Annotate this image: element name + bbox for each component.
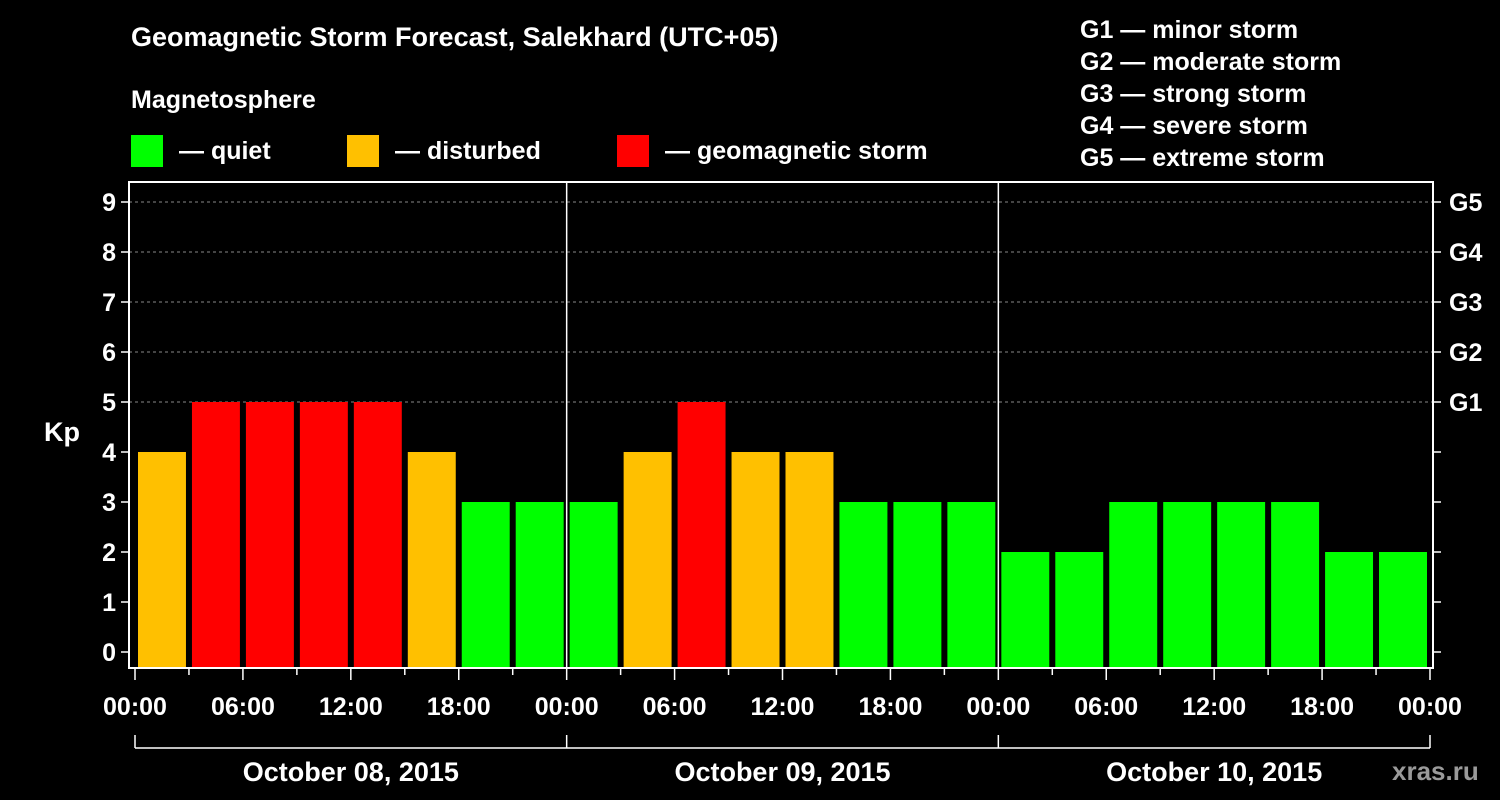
x-tick-label: 00:00 [1398, 693, 1462, 721]
x-tick-label: 12:00 [751, 693, 815, 721]
x-tick-label: 06:00 [1074, 693, 1138, 721]
kp-bar [245, 402, 294, 668]
chart-title: Geomagnetic Storm Forecast, Salekhard (U… [131, 22, 779, 52]
y-tick-label: 9 [102, 189, 116, 217]
g-scale-legend: G1 — minor storm G2 — moderate storm G3 … [1080, 14, 1341, 174]
g-level-label: G1 [1449, 389, 1482, 417]
day-label: October 09, 2015 [674, 757, 890, 787]
kp-bar [1055, 552, 1104, 668]
g-level-label: G2 [1449, 339, 1482, 367]
kp-bar [839, 502, 888, 668]
kp-bar [1163, 502, 1212, 668]
y-tick-label: 0 [102, 639, 116, 667]
kp-bar [731, 452, 780, 668]
x-tick-label: 18:00 [858, 693, 922, 721]
kp-bar [299, 402, 348, 668]
day-label: October 10, 2015 [1106, 757, 1322, 787]
g-scale-item: G1 — minor storm [1080, 16, 1299, 44]
x-tick-label: 18:00 [427, 693, 491, 721]
kp-bar [1217, 502, 1266, 668]
kp-bar [407, 452, 456, 668]
legend-item-storm: — geomagnetic storm [617, 134, 928, 168]
legend-label-storm: — geomagnetic storm [665, 136, 928, 165]
kp-bar [893, 502, 942, 668]
g-scale-item: G3 — strong storm [1080, 80, 1307, 108]
x-tick-label: 00:00 [966, 693, 1030, 721]
legend-title: Magnetosphere [131, 86, 316, 114]
x-tick-label: 12:00 [1182, 693, 1246, 721]
kp-bar [461, 502, 510, 668]
legend-item-disturbed: — disturbed [347, 134, 541, 168]
kp-bar [353, 402, 402, 668]
g-scale-item: G2 — moderate storm [1080, 48, 1342, 76]
kp-bar [1001, 552, 1050, 668]
x-tick-label: 12:00 [319, 693, 383, 721]
g-scale-item: G4 — severe storm [1080, 112, 1308, 140]
x-tick-label: 00:00 [535, 693, 599, 721]
legend-label-quiet: — quiet [179, 136, 271, 165]
kp-bar [138, 452, 186, 668]
kp-bar [515, 502, 564, 668]
y-axis-label: Kp [44, 417, 80, 447]
watermark: xras.ru [1392, 756, 1479, 786]
kp-bar [1271, 502, 1320, 668]
plot-frame [128, 181, 1434, 669]
y-tick-label: 7 [102, 289, 116, 317]
g-level-label: G4 [1449, 239, 1482, 267]
legend-swatch-storm [617, 135, 649, 167]
y-tick-label: 3 [102, 489, 116, 517]
g-level-label: G5 [1449, 189, 1482, 217]
kp-bar [1325, 552, 1374, 668]
legend-swatch-quiet [131, 135, 163, 167]
kp-bar [677, 402, 726, 668]
y-tick-label: 6 [102, 339, 116, 367]
legend-label-disturbed: — disturbed [395, 136, 541, 165]
x-tick-label: 06:00 [643, 693, 707, 721]
y-tick-label: 4 [102, 439, 116, 467]
kp-bar [947, 502, 996, 668]
x-tick-label: 00:00 [103, 693, 167, 721]
x-tick-label: 18:00 [1290, 693, 1354, 721]
y-tick-label: 5 [102, 389, 116, 417]
g-scale-item: G5 — extreme storm [1080, 144, 1325, 172]
kp-bar [785, 452, 834, 668]
kp-bar [623, 452, 672, 668]
day-label: October 08, 2015 [243, 757, 459, 787]
y-tick-label: 1 [102, 589, 116, 617]
legend-item-quiet: — quiet [131, 134, 271, 168]
y-tick-label: 8 [102, 239, 116, 267]
y-tick-label: 2 [102, 539, 116, 567]
kp-bar [1109, 502, 1158, 668]
kp-bar [191, 402, 240, 668]
kp-bar [1379, 552, 1427, 668]
legend-swatch-disturbed [347, 135, 379, 167]
x-tick-label: 06:00 [211, 693, 275, 721]
g-level-label: G3 [1449, 289, 1482, 317]
kp-bar [569, 502, 618, 668]
